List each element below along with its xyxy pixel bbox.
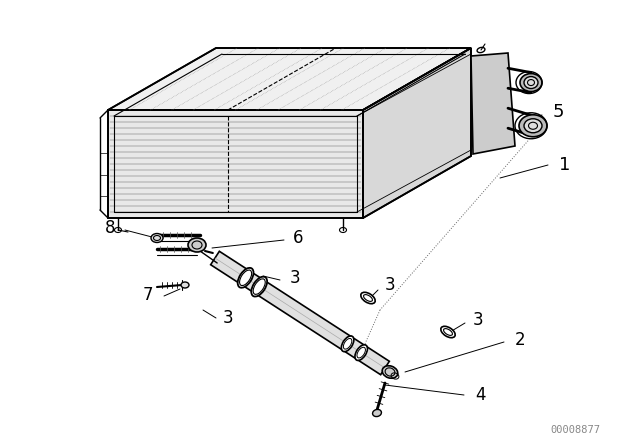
Polygon shape [108, 110, 363, 218]
Text: 3: 3 [473, 311, 483, 329]
Ellipse shape [341, 336, 354, 352]
Text: 3: 3 [290, 269, 300, 287]
Ellipse shape [519, 115, 547, 137]
Polygon shape [471, 53, 515, 154]
Text: 8: 8 [105, 219, 115, 237]
Text: 6: 6 [292, 229, 303, 247]
Ellipse shape [252, 277, 267, 297]
Ellipse shape [524, 77, 538, 89]
Text: 3: 3 [385, 276, 396, 294]
Text: 5: 5 [552, 103, 564, 121]
Ellipse shape [151, 233, 163, 242]
Text: 4: 4 [475, 386, 485, 404]
Ellipse shape [372, 409, 381, 417]
Polygon shape [108, 48, 471, 110]
Text: 7: 7 [143, 286, 153, 304]
Ellipse shape [361, 292, 375, 304]
Ellipse shape [520, 73, 542, 91]
Ellipse shape [355, 345, 367, 361]
Ellipse shape [382, 366, 398, 378]
Ellipse shape [524, 119, 542, 133]
Ellipse shape [237, 268, 253, 288]
Text: 1: 1 [559, 156, 571, 174]
Text: 00008877: 00008877 [550, 425, 600, 435]
Polygon shape [211, 251, 389, 375]
Text: 3: 3 [223, 309, 234, 327]
Text: 2: 2 [515, 331, 525, 349]
Polygon shape [363, 48, 471, 218]
Ellipse shape [441, 326, 455, 338]
Ellipse shape [181, 282, 189, 288]
Ellipse shape [188, 238, 206, 252]
